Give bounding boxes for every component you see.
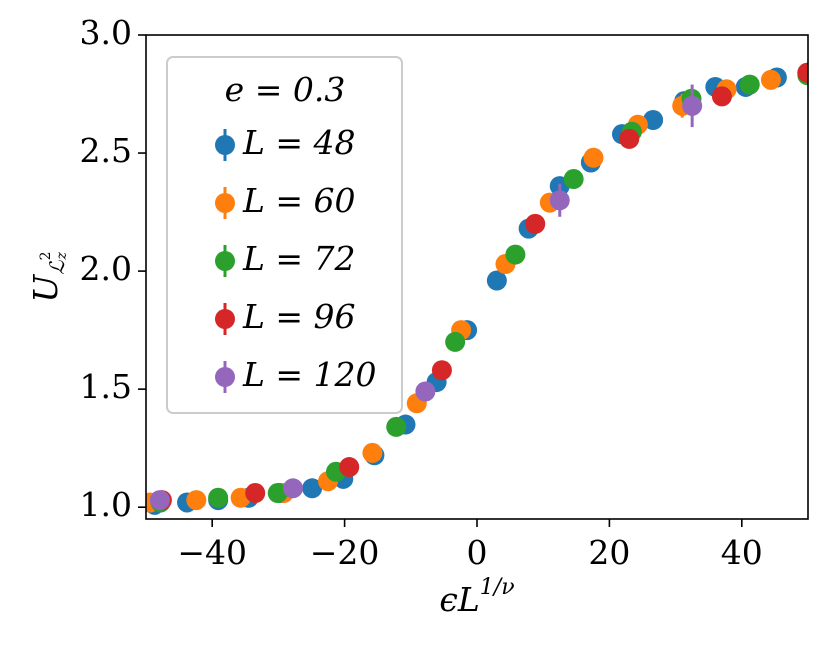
x-label-sup: 1/ν [480,575,515,600]
y-tick-label: 1.5 [80,367,132,406]
legend-marker [215,309,235,329]
data-point [302,478,323,499]
legend-label: L = 96 [242,297,356,336]
y-axis-label-group: Uℒ2z [26,251,70,302]
data-point [282,478,303,499]
legend-label: L = 120 [242,355,377,394]
data-point [711,86,732,107]
y-tick-label: 2.5 [80,131,132,170]
x-tick-label: −40 [177,533,247,572]
y-label-base: U [26,274,65,303]
data-point [505,244,526,265]
data-point [267,483,288,504]
legend-marker [215,251,235,271]
y-label-sub-sup: 2 [38,251,54,260]
legend-label: L = 72 [242,239,356,278]
data-point [619,128,640,149]
y-label-sub-sub: z [54,251,70,260]
y-tick-label: 2.0 [80,249,132,288]
data-point [643,109,664,130]
data-point [431,360,452,381]
x-tick-label: 20 [588,533,630,572]
data-point [386,416,407,437]
data-point [486,270,507,291]
data-point [208,487,229,508]
legend-marker [215,135,235,155]
data-point [415,381,436,402]
y-tick-label: 3.0 [80,13,132,52]
y-label-sub: ℒ [45,260,69,275]
data-point [797,62,808,83]
legend-label: L = 60 [242,181,356,220]
y-tick-label: 1.0 [80,485,132,524]
data-point [583,147,604,168]
y-axis-label: Uℒ2z [26,251,70,302]
data-point [339,457,360,478]
data-point [760,69,781,90]
legend-title: e = 0.3 [225,70,346,109]
data-point [563,169,584,190]
data-point [186,490,207,511]
plot-frame [145,34,809,520]
data-point [245,483,266,504]
legend-marker [215,193,235,213]
x-tick-label: 0 [467,533,488,572]
x-axis-label: ϵL1/ν [439,575,514,619]
x-tick-label: −20 [310,533,380,572]
legend-marker [215,367,235,387]
data-point [525,213,546,234]
data-point [682,95,703,116]
data-point [739,74,760,95]
x-tick-label: 40 [721,533,763,572]
legend-label: L = 48 [242,123,356,162]
data-point [149,490,170,511]
x-label-base: ϵL [439,580,479,619]
plot-area [146,62,808,515]
data-point [549,190,570,211]
data-point [445,331,466,352]
data-point [362,442,383,463]
